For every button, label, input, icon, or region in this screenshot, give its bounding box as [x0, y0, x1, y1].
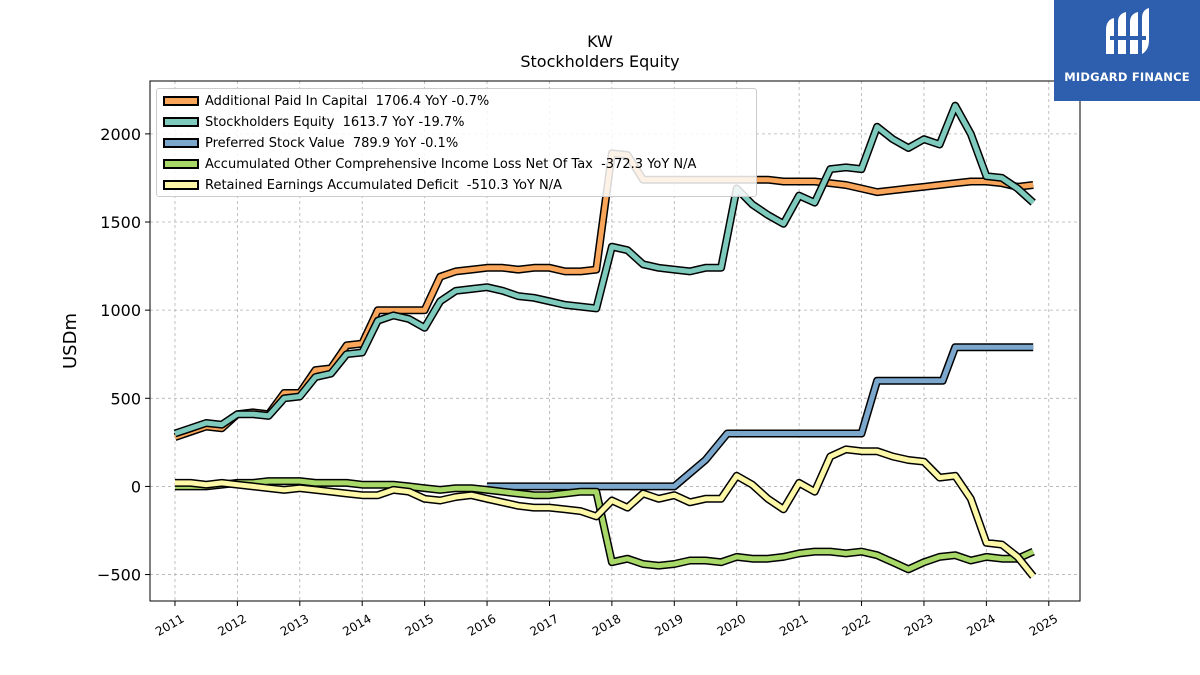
y-tick-label: 1500 [100, 213, 141, 232]
legend-swatch [163, 180, 199, 190]
x-tick-label: 2015 [403, 611, 436, 638]
legend-swatch [163, 138, 199, 148]
legend-item: Retained Earnings Accumulated Deficit -5… [163, 175, 562, 195]
chart-title: KW [587, 32, 613, 51]
y-axis-label: USDm [60, 313, 81, 369]
legend: Additional Paid In Capital 1706.4 YoY -0… [156, 88, 757, 197]
chart-subtitle: Stockholders Equity [520, 52, 680, 71]
legend-item: Stockholders Equity 1613.7 YoY -19.7% [163, 112, 465, 132]
legend-label: Preferred Stock Value 789.9 YoY -0.1% [205, 135, 459, 151]
y-tick-label: 2000 [100, 125, 141, 144]
x-tick-label: 2023 [902, 611, 935, 638]
legend-swatch [163, 159, 199, 169]
series-line [175, 446, 1036, 578]
legend-swatch [163, 96, 199, 106]
legend-label: Retained Earnings Accumulated Deficit -5… [205, 177, 563, 193]
x-tick-label: 2016 [465, 611, 498, 638]
legend-item: Additional Paid In Capital 1706.4 YoY -0… [163, 91, 489, 111]
series-lines [173, 101, 1037, 579]
series-line [487, 344, 1034, 489]
brand-logo: MIDGARD FINANCE [1054, 0, 1200, 101]
x-tick-label: 2011 [153, 611, 186, 638]
x-tick-label: 2024 [964, 611, 997, 638]
x-tick-label: 2013 [278, 611, 311, 638]
series-line-outline [175, 445, 1037, 579]
legend-item: Accumulated Other Comprehensive Income L… [163, 154, 696, 174]
plot-area-frame [149, 80, 1081, 602]
x-tick-label: 2017 [528, 611, 561, 638]
x-tick-label: 2025 [1027, 611, 1060, 638]
y-axis-ticks: −500 0 500 1000 1500 2000 [97, 125, 150, 585]
y-tick-label: 0 [131, 477, 141, 496]
legend-swatch [163, 117, 199, 127]
x-tick-label: 2014 [340, 611, 373, 638]
x-tick-label: 2019 [652, 611, 685, 638]
x-tick-label: 2022 [840, 611, 873, 638]
series-line [174, 150, 1034, 440]
x-axis-ticks: 2011 2012 2013 2014 2015 2016 2017 2018 2019 2020… [153, 601, 1060, 639]
legend-label: Additional Paid In Capital 1706.4 YoY -0… [205, 93, 490, 109]
midgard-logo-icon [1106, 8, 1149, 54]
y-tick-label: −500 [97, 566, 141, 585]
x-tick-label: 2012 [215, 611, 248, 638]
brand-name: MIDGARD FINANCE [1064, 70, 1190, 84]
series-line-outline [487, 343, 1034, 491]
legend-label: Accumulated Other Comprehensive Income L… [205, 156, 697, 172]
x-tick-label: 2018 [590, 611, 623, 638]
series-line [174, 103, 1035, 436]
x-tick-label: 2021 [777, 611, 810, 638]
series-line [175, 478, 1035, 572]
y-tick-label: 500 [110, 389, 141, 408]
legend-item: Preferred Stock Value 789.9 YoY -0.1% [163, 133, 458, 153]
x-tick-label: 2020 [715, 611, 748, 638]
y-tick-label: 1000 [100, 301, 141, 320]
legend-label: Stockholders Equity 1613.7 YoY -19.7% [205, 114, 465, 130]
